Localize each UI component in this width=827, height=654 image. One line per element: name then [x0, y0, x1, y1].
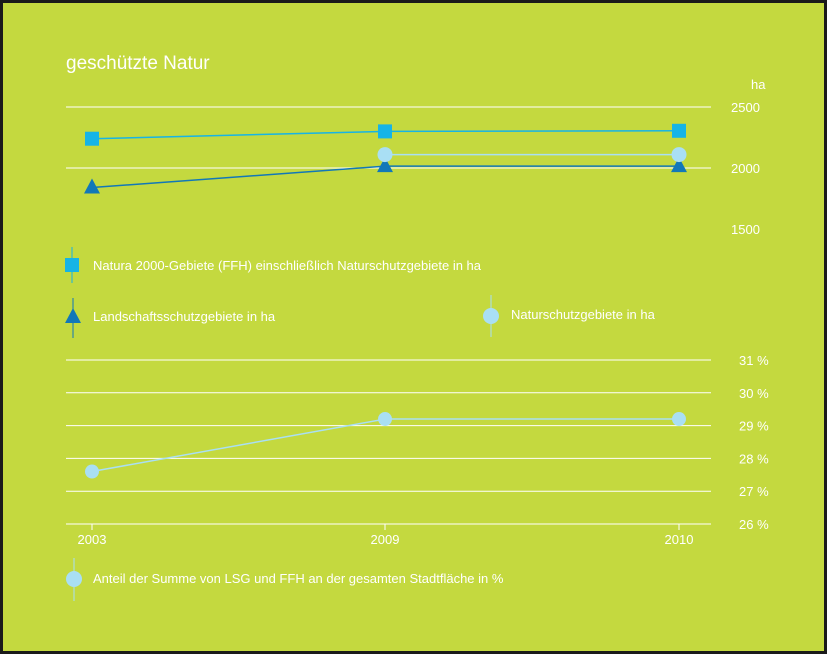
- data-point-anteil: [378, 412, 392, 427]
- data-point-circle: [671, 147, 687, 163]
- legend-natura: Natura 2000-Gebiete (FFH) einschließlich…: [65, 247, 482, 283]
- data-point-triangle: [671, 157, 687, 173]
- anteil-segment: [91, 418, 386, 473]
- data-point-triangle: [84, 178, 100, 194]
- legend-naturschutz: Naturschutzgebiete in ha: [483, 295, 656, 337]
- data-point-anteil: [672, 412, 686, 427]
- legend-natura-label: Natura 2000-Gebiete (FFH) einschließlich…: [93, 258, 482, 273]
- legend-anteil: Anteil der Summe von LSG und FFH an der …: [66, 558, 504, 601]
- legend-landschaft-label: Landschaftsschutzgebiete in ha: [93, 309, 276, 324]
- top-y-tick-label: 1500: [731, 222, 760, 237]
- series-square-segment: [384, 130, 680, 133]
- chart-title: geschützte Natur: [66, 53, 210, 74]
- bottom-y-tick-label: 27 %: [739, 484, 769, 499]
- legend-anteil-circle-icon: [66, 571, 82, 587]
- data-point-circle: [377, 147, 393, 163]
- data-point-triangle: [377, 157, 393, 173]
- bottom-y-tick-label: 26 %: [739, 517, 769, 532]
- legend-landschaft: Landschaftsschutzgebiete in ha: [65, 298, 276, 338]
- legend-natura-square-icon: [65, 258, 79, 272]
- y-axis-unit-label: ha: [751, 77, 766, 92]
- legend-naturschutz-label: Naturschutzgebiete in ha: [511, 307, 656, 322]
- x-tick-label: 2010: [665, 532, 694, 547]
- bottom-y-tick-label: 28 %: [739, 451, 769, 466]
- top-y-tick-label: 2000: [731, 161, 760, 176]
- data-point-anteil: [85, 464, 99, 479]
- top-y-tick-label: 2500: [731, 100, 760, 115]
- bottom-y-tick-label: 30 %: [739, 386, 769, 401]
- chart-canvas: geschützte Natur ha 2500 2000 1500 Natura …: [3, 3, 824, 651]
- x-tick-label: 2003: [78, 532, 107, 547]
- data-point-square: [85, 131, 99, 146]
- legend-anteil-label: Anteil der Summe von LSG und FFH an der …: [93, 571, 504, 586]
- data-point-square: [378, 124, 392, 139]
- data-point-square: [672, 123, 686, 138]
- series-square-segment: [91, 130, 386, 140]
- series-triangle-segment: [91, 165, 386, 189]
- x-tick-label: 2009: [371, 532, 400, 547]
- chart-background: [3, 3, 824, 651]
- bottom-y-tick-label: 29 %: [739, 419, 769, 434]
- bottom-y-tick-label: 31 %: [739, 353, 769, 368]
- legend-naturschutz-circle-icon: [483, 308, 499, 324]
- legend-landschaft-triangle-icon: [65, 308, 81, 323]
